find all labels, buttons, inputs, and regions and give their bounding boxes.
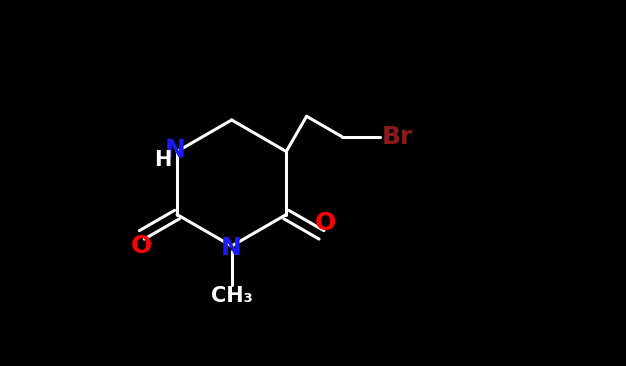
Text: O: O bbox=[315, 212, 336, 235]
Text: Br: Br bbox=[382, 124, 414, 149]
Text: CH₃: CH₃ bbox=[211, 286, 252, 306]
Text: N: N bbox=[221, 236, 242, 260]
Text: H: H bbox=[154, 150, 172, 171]
Text: N: N bbox=[165, 138, 185, 162]
Text: O: O bbox=[131, 234, 153, 258]
